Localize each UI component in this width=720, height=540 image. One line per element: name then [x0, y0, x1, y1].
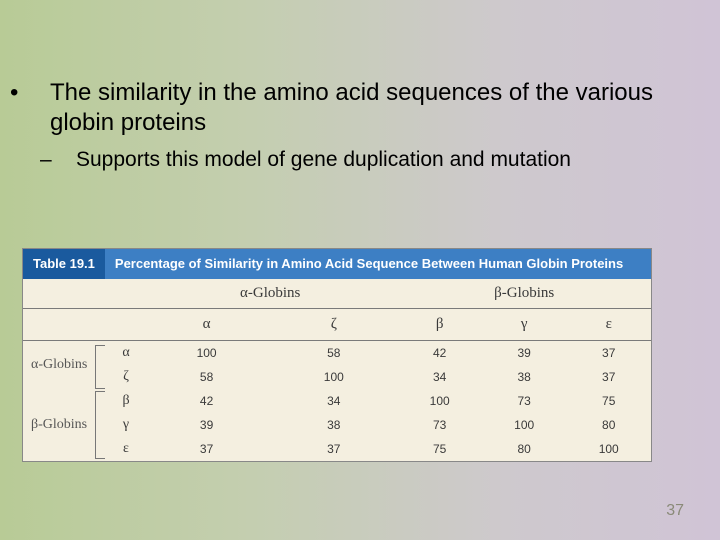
col-sym-2: β [397, 309, 482, 341]
cell-3-4: 80 [566, 413, 651, 437]
cell-1-1: 100 [270, 365, 397, 389]
figure-body: α-Globins β-Globins α ζ β γ ε α-Globins … [23, 279, 651, 461]
row-sym-4: ε [109, 437, 143, 461]
figure-title: Percentage of Similarity in Amino Acid S… [105, 249, 633, 279]
bullet-sub-text: Supports this model of gene duplication … [76, 148, 571, 171]
row-sym-3: γ [109, 413, 143, 437]
figure-header: Table 19.1 Percentage of Similarity in A… [23, 249, 651, 279]
cell-4-1: 37 [270, 437, 397, 461]
cell-3-3: 100 [482, 413, 567, 437]
col-group-alpha: α-Globins [143, 279, 397, 309]
column-symbol-row: α ζ β γ ε [23, 309, 651, 341]
cell-1-3: 38 [482, 365, 567, 389]
page-number: 37 [666, 502, 684, 520]
cell-2-2: 100 [397, 389, 482, 413]
table-row: ε 37 37 75 80 100 [23, 437, 651, 461]
cell-1-0: 58 [143, 365, 270, 389]
brace-beta [93, 389, 109, 461]
cell-2-1: 34 [270, 389, 397, 413]
cell-4-2: 75 [397, 437, 482, 461]
cell-0-0: 100 [143, 341, 270, 365]
column-group-row: α-Globins β-Globins [23, 279, 651, 309]
cell-0-3: 39 [482, 341, 567, 365]
bullet-main-text: The similarity in the amino acid sequenc… [50, 79, 653, 136]
cell-1-2: 34 [397, 365, 482, 389]
col-sym-4: ε [566, 309, 651, 341]
bullet-main: •The similarity in the amino acid sequen… [50, 78, 690, 138]
cell-0-2: 42 [397, 341, 482, 365]
cell-3-2: 73 [397, 413, 482, 437]
cell-4-4: 100 [566, 437, 651, 461]
cell-1-4: 37 [566, 365, 651, 389]
cell-0-1: 58 [270, 341, 397, 365]
col-sym-1: ζ [270, 309, 397, 341]
row-sym-2: β [109, 389, 143, 413]
brace-alpha [93, 341, 109, 389]
table-row: β-Globins β 42 34 100 73 75 [23, 389, 651, 413]
figure-table-label: Table 19.1 [23, 249, 105, 279]
similarity-table: α-Globins β-Globins α ζ β γ ε α-Globins … [23, 279, 651, 461]
cell-2-3: 73 [482, 389, 567, 413]
row-sym-1: ζ [109, 365, 143, 389]
cell-3-0: 39 [143, 413, 270, 437]
row-group-alpha: α-Globins [23, 341, 93, 389]
cell-2-0: 42 [143, 389, 270, 413]
figure-table-19-1: Table 19.1 Percentage of Similarity in A… [22, 248, 652, 462]
table-row: α-Globins α 100 58 42 39 37 [23, 341, 651, 365]
table-row: γ 39 38 73 100 80 [23, 413, 651, 437]
cell-4-0: 37 [143, 437, 270, 461]
cell-2-4: 75 [566, 389, 651, 413]
slide-content: •The similarity in the amino acid sequen… [0, 0, 720, 172]
cell-3-1: 38 [270, 413, 397, 437]
bullet-sub: –Supports this model of gene duplication… [76, 148, 690, 172]
table-row: ζ 58 100 34 38 37 [23, 365, 651, 389]
cell-0-4: 37 [566, 341, 651, 365]
col-sym-0: α [143, 309, 270, 341]
col-sym-3: γ [482, 309, 567, 341]
row-sym-0: α [109, 341, 143, 365]
cell-4-3: 80 [482, 437, 567, 461]
col-group-beta: β-Globins [397, 279, 651, 309]
row-group-beta: β-Globins [23, 389, 93, 461]
